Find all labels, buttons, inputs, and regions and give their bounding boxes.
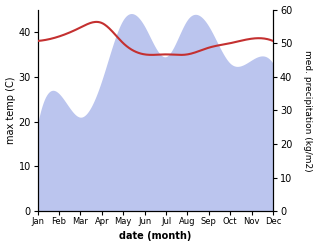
X-axis label: date (month): date (month) bbox=[119, 231, 191, 242]
Y-axis label: max temp (C): max temp (C) bbox=[5, 77, 16, 144]
Y-axis label: med. precipitation (kg/m2): med. precipitation (kg/m2) bbox=[303, 50, 313, 171]
